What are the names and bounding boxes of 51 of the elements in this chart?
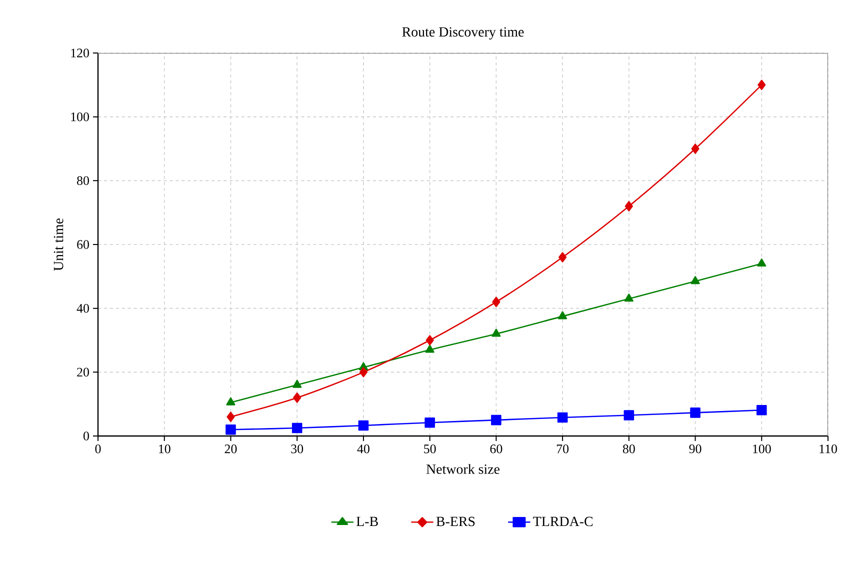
x-tick-label: 40 [357, 444, 370, 454]
point [426, 335, 434, 346]
point [690, 276, 700, 284]
x-tick-label: 50 [424, 444, 436, 454]
point [491, 414, 502, 426]
point [558, 311, 568, 320]
point [558, 252, 567, 262]
y-tick-label: 20 [77, 368, 89, 377]
point [758, 80, 766, 90]
y-tick-label: 60 [77, 240, 89, 249]
point [624, 294, 634, 302]
point [492, 296, 500, 308]
point [226, 424, 236, 435]
point [292, 380, 302, 388]
x-tick-label: 110 [820, 444, 837, 454]
x-tick-label: 100 [753, 444, 771, 454]
y-tick-label: 40 [76, 304, 89, 313]
point [226, 397, 236, 406]
legend-label: B-ERS [436, 516, 475, 526]
point [624, 201, 633, 212]
x-axis-title: Network size [426, 464, 500, 474]
point [756, 405, 767, 416]
legend-label: L-B [356, 516, 378, 526]
x-tick-label: 80 [622, 444, 635, 454]
point [691, 144, 700, 154]
x-tick-label: 20 [224, 444, 237, 454]
point [757, 258, 766, 267]
point [293, 392, 302, 403]
point [359, 367, 368, 378]
point [492, 328, 501, 337]
point [358, 420, 369, 431]
x-tick-label: 70 [556, 444, 569, 454]
y-tick-label: 100 [71, 112, 89, 122]
chart-title: Route Discovery time [402, 27, 524, 40]
point [424, 417, 435, 428]
y-tick-label: 80 [77, 176, 89, 186]
point [557, 412, 568, 423]
y-tick-label: 120 [71, 48, 89, 58]
y-tick-label: 0 [84, 432, 89, 440]
legend-label: TLRDA-C [533, 516, 593, 526]
x-tick-label: 10 [159, 444, 170, 454]
x-tick-label: 60 [490, 444, 502, 454]
point [690, 408, 700, 418]
x-tick-label: 90 [689, 444, 702, 454]
point [292, 422, 302, 434]
y-axis-title: Unit time [54, 218, 64, 271]
point [425, 344, 434, 353]
point [624, 410, 634, 420]
x-tick-label: 30 [291, 444, 304, 454]
point [226, 412, 235, 422]
x-tick-label: 0 [95, 444, 101, 454]
